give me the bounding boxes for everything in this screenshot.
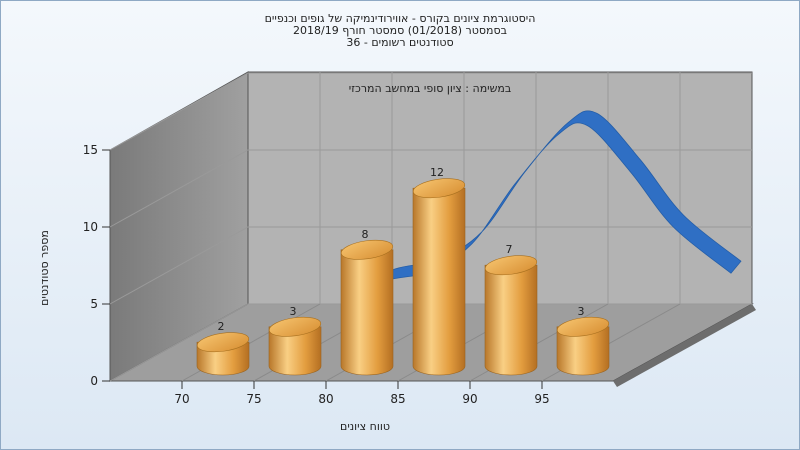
bar-value-label: 7	[506, 243, 513, 256]
bar-value-label: 12	[430, 166, 444, 179]
bar-cap	[196, 332, 250, 353]
bar-cap	[268, 316, 322, 337]
x-tick-label: 80	[318, 392, 333, 406]
chart-title-line-1: היסטוגרמת ציונים בקורס - אווירודינמיקה ש…	[264, 12, 536, 25]
y-grid-line	[109, 226, 752, 305]
x-tick-label: 70	[174, 392, 189, 406]
x-axis-title: טווח ציונים	[340, 420, 390, 433]
bar	[556, 316, 610, 376]
bar-body	[556, 326, 610, 376]
x-tick-label: 95	[534, 392, 549, 406]
bar	[268, 316, 322, 376]
bar-body	[340, 249, 394, 376]
bar-value-label: 8	[362, 228, 369, 241]
bar-body	[484, 264, 538, 376]
chart-title-line-3: סטודנטים רשומים - 36	[346, 36, 454, 49]
x-tick-label: 90	[462, 392, 477, 406]
y-tick-label: 10	[83, 220, 98, 234]
y-grid-line	[109, 72, 752, 151]
bar-cap	[340, 239, 394, 260]
y-grid-line	[109, 303, 752, 382]
y-axis-title: מספר סטודנטים	[38, 230, 51, 306]
bar-value-label: 3	[578, 305, 585, 318]
floor-edge	[613, 304, 756, 387]
bar-cap	[556, 316, 610, 337]
bar-value-label: 2	[218, 320, 225, 333]
y-tick-label: 15	[83, 143, 98, 157]
bar	[484, 255, 538, 376]
bar-value-label: 3	[290, 305, 297, 318]
x-tick-label: 85	[390, 392, 405, 406]
chart-subtitle: במשימה : ציון סופי במחשב המרכזי	[349, 82, 512, 95]
x-tick-label: 75	[246, 392, 261, 406]
chart-title-line-2: בסמסטר (01/2018) סמסטר חורף 2018/19	[293, 24, 507, 37]
bar-body	[412, 187, 466, 376]
bar	[196, 332, 250, 376]
bar-cap	[484, 255, 538, 276]
bar	[340, 239, 394, 376]
bar-body	[268, 326, 322, 376]
bar-cap	[412, 178, 466, 199]
y-tick-label: 5	[90, 297, 98, 311]
y-tick-label: 0	[90, 374, 98, 388]
y-grid-line	[109, 149, 752, 228]
bar	[412, 178, 466, 376]
